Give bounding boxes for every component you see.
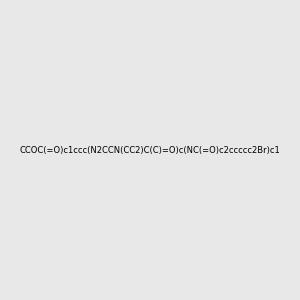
Text: CCOC(=O)c1ccc(N2CCN(CC2)C(C)=O)c(NC(=O)c2ccccc2Br)c1: CCOC(=O)c1ccc(N2CCN(CC2)C(C)=O)c(NC(=O)c… [20,146,281,154]
